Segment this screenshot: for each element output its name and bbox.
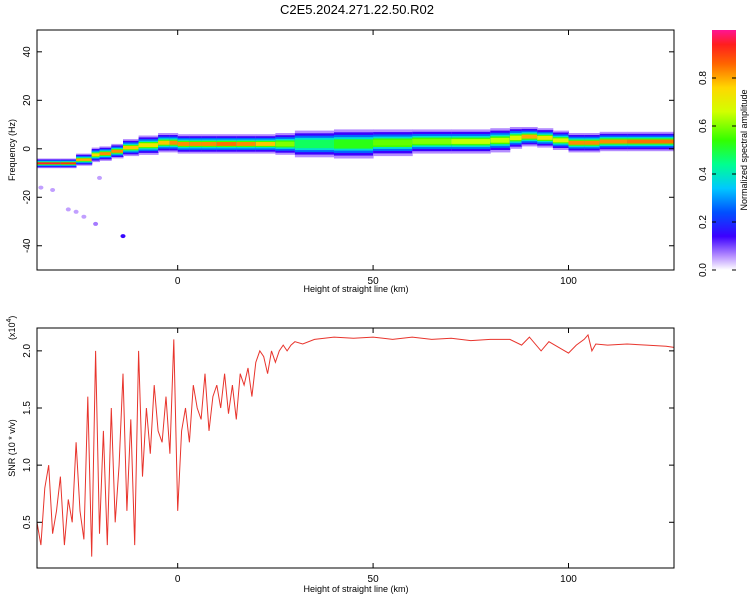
spectrogram-cell [60, 162, 77, 165]
spectrogram-cell [138, 143, 159, 148]
snr-x-ticks: 0 50 100 [175, 328, 577, 585]
spectrogram-cell [373, 140, 413, 146]
y-tick-label: -40 [22, 238, 33, 253]
y-tick-label: 40 [22, 46, 33, 58]
spectrogram-cell [37, 162, 61, 165]
colorbar-tick-label: 0.2 [698, 215, 709, 229]
spectrogram-outlier [38, 185, 44, 190]
spectrogram-cell [255, 142, 276, 146]
spectrogram-y-ticks: -40 -20 0 20 40 [22, 46, 674, 253]
snr-x-label: Height of straight line (km) [303, 584, 408, 594]
spectrogram-cell [490, 137, 511, 143]
snr-multiplier: (x104) [6, 316, 17, 340]
spectrogram-outlier [97, 175, 102, 180]
spectrogram-cell [552, 138, 569, 143]
spectrogram-outlier [73, 209, 79, 214]
y-tick-label: 0 [22, 146, 33, 152]
spectrogram-outlier [50, 188, 56, 192]
snr-y-ticks: 0.5 1.0 1.5 2.0 [22, 343, 674, 529]
spectrogram-cell [111, 149, 124, 153]
spectrogram-cell [216, 142, 237, 146]
spectrogram-x-ticks: 0 50 100 [175, 30, 577, 287]
colorbar-gradient [712, 30, 736, 270]
spectrogram-cell [99, 152, 112, 156]
spectrogram-cell [158, 140, 171, 145]
spectrogram-cell [123, 145, 140, 150]
spectrogram-cell [568, 140, 585, 145]
y-tick-label: 1.0 [22, 458, 33, 472]
colorbar: 0.0 0.2 0.4 0.6 0.8 Normalized spectral ampl… [698, 30, 749, 277]
x-tick-label: 50 [368, 276, 380, 287]
x-tick-label: 100 [560, 574, 577, 585]
spectrogram-outlier [93, 221, 99, 226]
spectrogram-cell [91, 153, 100, 157]
page-title: C2E5.2024.271.22.50.R02 [280, 2, 434, 17]
spectrogram-y-label: Frequency (Hz) [7, 119, 17, 181]
colorbar-tick-label: 0.8 [698, 71, 709, 85]
spectrogram-frame [36, 29, 675, 271]
spectrogram-cell [201, 142, 218, 146]
spectrogram-cell [76, 158, 93, 161]
snr-line [36, 333, 675, 557]
colorbar-tick-label: 0.6 [698, 119, 709, 133]
x-tick-label: 100 [560, 276, 577, 287]
y-tick-label: 2.0 [22, 343, 33, 357]
spectrogram-cell [537, 135, 554, 140]
colorbar-label: Normalized spectral amplitude [739, 89, 749, 210]
snr-series [36, 333, 675, 557]
spectrogram-cell [509, 135, 523, 141]
colorbar-ticks: 0.0 0.2 0.4 0.6 0.8 [698, 71, 736, 277]
y-tick-label: -20 [22, 190, 33, 205]
x-tick-label: 50 [368, 574, 380, 585]
spectrogram-outlier [120, 234, 126, 239]
spectrogram-cell [627, 139, 675, 144]
spectrogram-cell [236, 142, 257, 146]
spectrogram-cell [334, 141, 374, 147]
colorbar-tick-label: 0.0 [698, 263, 709, 277]
spectrogram-cell [169, 140, 179, 145]
spectrogram-cell [275, 141, 296, 147]
y-tick-label: 0.5 [22, 515, 33, 529]
spectrogram-outlier [65, 207, 71, 212]
colorbar-tick-label: 0.4 [698, 167, 709, 181]
spectrogram-cell [412, 139, 452, 144]
y-tick-label: 1.5 [22, 401, 33, 415]
x-tick-label: 0 [175, 574, 181, 585]
spectrogram-outlier [81, 214, 87, 219]
spectrogram-cell [294, 141, 335, 147]
snr-y-label: SNR (10 * v/v) [7, 419, 17, 477]
spectrogram-image [37, 127, 675, 239]
y-tick-label: 20 [22, 94, 33, 106]
spectrogram-cell [189, 142, 202, 146]
x-tick-label: 0 [175, 276, 181, 287]
spectrogram-x-label: Height of straight line (km) [303, 284, 408, 294]
spectrogram-cell [521, 134, 538, 139]
snr-frame [36, 327, 675, 569]
spectrogram-cell [599, 139, 628, 144]
snr-panel: 0 50 100 0.5 1.0 1.5 2.0 Height of straight l… [6, 316, 675, 594]
spectrogram-cell [584, 140, 601, 145]
snr-background [37, 328, 674, 568]
spectrogram-cell [177, 142, 190, 146]
spectrogram-cell [451, 139, 491, 144]
spectrogram-panel: 0 50 100 -40 -20 0 20 40 Height of straight li… [7, 29, 675, 294]
